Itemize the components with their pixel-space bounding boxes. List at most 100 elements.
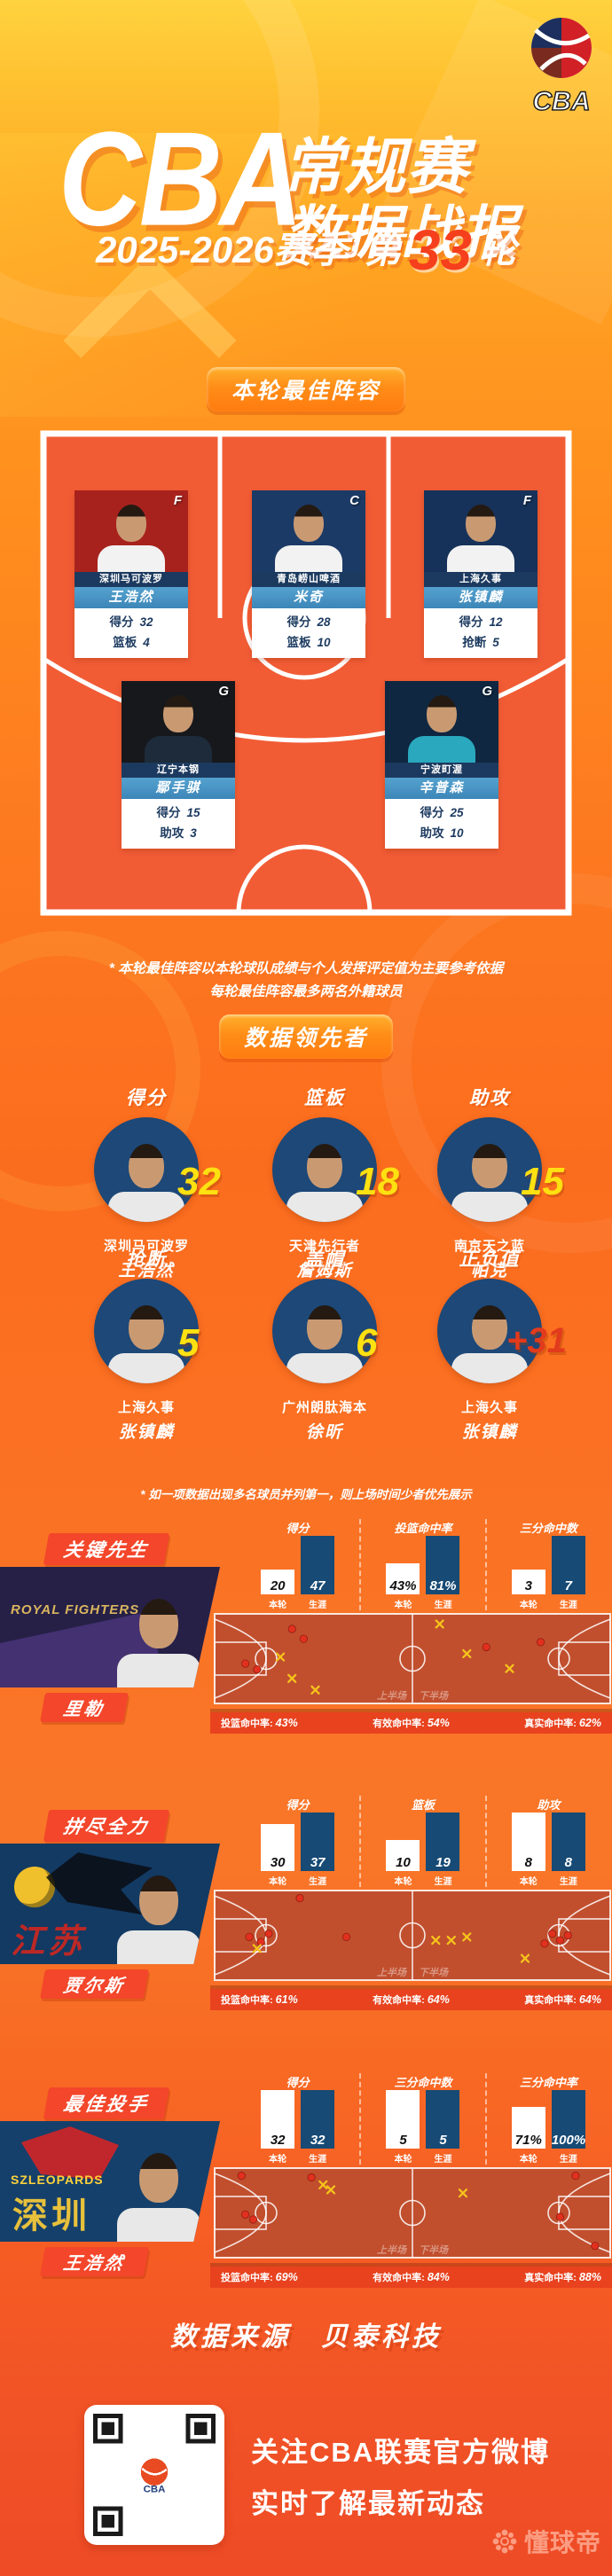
bar-chart-group: 篮板 10 19 本轮 生涯 <box>359 1796 484 1887</box>
leader-name: 帕克 <box>470 1262 508 1280</box>
leader-name: 王浩然 <box>118 1262 175 1280</box>
team-logo-text: SZLEOPARDS <box>11 2173 104 2187</box>
source-value: 贝泰科技 <box>321 2322 442 2352</box>
stat-label: 得分 <box>420 806 444 819</box>
leader-cell-points: 得分 32 深圳马可波罗 王浩然 <box>53 1084 239 1289</box>
first-half-label: 上半场 <box>377 1690 408 1702</box>
player-photo: F <box>424 490 537 572</box>
player-stats: 得分 25 助攻 10 <box>385 799 498 849</box>
round-number: 33 <box>408 217 473 282</box>
lineup-player-card: F 深圳马可波罗 王浩然 得分 32 篮板 4 <box>75 490 188 658</box>
spotlight-title: 拼尽全力 <box>43 1810 170 1842</box>
spotlight-photo: SZLEOPARDS 深圳 <box>0 2121 220 2242</box>
leader-photo <box>94 1117 199 1222</box>
stat-value: 64% <box>427 1993 450 2006</box>
round-bar: 3 <box>511 1569 545 1594</box>
cba-league-logo: CBA <box>523 14 600 121</box>
chart-title: 助攻 <box>537 1798 561 1812</box>
leader-name: 张镇麟 <box>118 1423 175 1442</box>
player-silhouette <box>116 2151 201 2242</box>
team-name: 辽宁本钢 <box>122 763 235 778</box>
player-silhouette <box>446 503 515 572</box>
round-label: 本轮 <box>519 2155 537 2165</box>
leader-category: 抢断 <box>126 1249 167 1270</box>
leader-category: 得分 <box>126 1088 167 1108</box>
data-leaders-badge: 数据领先者 <box>218 1014 394 1059</box>
player-silhouette <box>116 1597 201 1687</box>
leader-cell-steals: 抢断 5 上海久事 张镇麟 <box>53 1245 239 1451</box>
stat-value: 54% <box>427 1717 450 1729</box>
player-silhouette <box>144 693 213 763</box>
position-badge: G <box>482 684 492 699</box>
lineup-player-card: G 宁波町渥 辛普森 得分 25 助攻 10 <box>385 681 498 849</box>
first-half-label: 上半场 <box>377 2244 408 2256</box>
second-half-label: 下半场 <box>419 1967 450 1978</box>
round-suffix: 轮 <box>479 229 517 270</box>
dongqiudi-brand-text: 懂球帝 <box>523 2529 601 2556</box>
leader-category: 正负值 <box>459 1249 521 1270</box>
spotlight-footer-stats: 投篮命中率: 43% 有效命中率: 54% 真实命中率: 62% <box>210 1712 612 1734</box>
spotlight-footer-stats: 投篮命中率: 61% 有效命中率: 64% 真实命中率: 64% <box>210 1989 612 2010</box>
shot-chart-court: 上半场 下半场 <box>214 1890 611 1981</box>
position-badge: C <box>349 493 359 508</box>
spotlight-player-name: 贾尔斯 <box>40 1969 149 1999</box>
bar-chart-group: 得分 20 47 本轮 生涯 <box>236 1519 359 1610</box>
title-regular-season: 常规赛 <box>282 133 468 201</box>
leader-photo <box>272 1117 377 1222</box>
stat-value: 12 <box>489 615 503 629</box>
stat-label: 助攻 <box>420 826 444 840</box>
stat-value: 3 <box>190 826 197 840</box>
shot-chart-court: 上半场 下半场 <box>214 2167 611 2259</box>
stat-label: 得分 <box>459 615 483 629</box>
career-bar: 8 <box>551 1813 585 1871</box>
footer-cta-line1: 关注CBA联赛官方微博 <box>251 2437 551 2468</box>
leader-team: 上海久事 <box>117 1400 175 1415</box>
qr-code: CBA <box>84 2405 224 2545</box>
first-half-label: 上半场 <box>377 1967 408 1978</box>
leader-photo <box>437 1117 542 1222</box>
player-silhouette <box>97 503 166 572</box>
stat-value: 5 <box>492 636 499 649</box>
leader-value: 5 <box>177 1321 200 1365</box>
qr-pattern: CBA <box>93 2414 216 2536</box>
stat-value: 64% <box>578 1993 601 2006</box>
stat-value: 88% <box>578 2271 601 2283</box>
leader-value: +31 <box>506 1321 567 1360</box>
stat-label: 篮板 <box>113 636 137 649</box>
leader-category: 盖帽 <box>304 1249 345 1270</box>
stat-value: 69% <box>275 2271 298 2283</box>
career-label: 生涯 <box>559 1601 577 1610</box>
stat-value: 15 <box>186 806 200 819</box>
spotlight-mr-clutch: 关键先生 ROYAL FIGHTERS 里勒 得分 20 47 本轮 生涯 投篮命中… <box>0 1519 612 1742</box>
leader-cell-rebounds: 篮板 18 天津先行者 詹姆斯 <box>231 1084 418 1289</box>
team-name: 深圳马可波罗 <box>75 572 188 587</box>
leader-photo <box>94 1279 199 1383</box>
round-bar: 43% <box>386 1562 420 1594</box>
stat-value: 25 <box>450 806 464 819</box>
stat-label: 真实命中率: <box>524 1719 577 1729</box>
chart-title: 篮板 <box>411 1798 435 1812</box>
career-label: 生涯 <box>434 1601 452 1610</box>
qr-cba-text: CBA <box>144 2485 166 2495</box>
second-half-label: 下半场 <box>419 2244 450 2256</box>
chart-title: 三分命中率 <box>519 2076 577 2089</box>
bar-chart-group: 投篮命中率 43% 81% 本轮 生涯 <box>359 1519 484 1610</box>
leader-category: 助攻 <box>469 1088 510 1108</box>
player-name: 张镇麟 <box>424 587 537 608</box>
round-prefix: 第 <box>364 229 402 270</box>
title-cba: CBA <box>59 103 303 254</box>
footer-cta-line2: 实时了解最新动态 <box>251 2488 485 2519</box>
chart-title: 投篮命中率 <box>394 1522 452 1535</box>
player-name: 王浩然 <box>75 587 188 608</box>
spotlight-footer-stats: 投篮命中率: 69% 有效命中率: 84% 真实命中率: 88% <box>210 2267 612 2288</box>
chart-title: 三分命中数 <box>394 2076 452 2089</box>
spotlight-photo: ROYAL FIGHTERS <box>0 1567 220 1687</box>
bar-chart-group: 得分 30 37 本轮 生涯 <box>236 1796 359 1887</box>
stat-label: 真实命中率: <box>524 1995 577 2006</box>
dongqiudi-flower-icon <box>492 2529 517 2554</box>
stat-label: 投篮命中率: <box>221 1719 273 1729</box>
stat-value: 4 <box>143 636 150 649</box>
stat-label: 有效命中率: <box>373 1719 425 1729</box>
